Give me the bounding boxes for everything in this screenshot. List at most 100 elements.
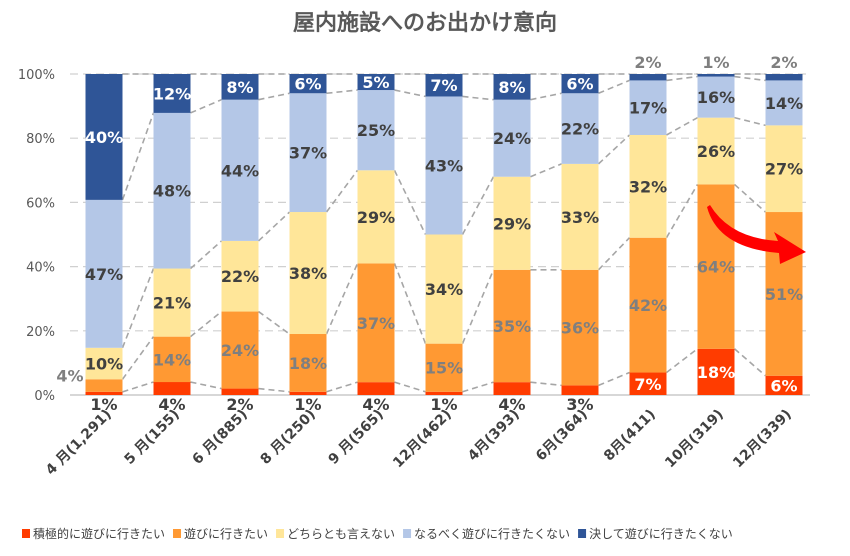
bar-segment bbox=[629, 372, 667, 395]
data-label: 24% bbox=[493, 129, 531, 148]
legend-label: どちらとも言えない bbox=[287, 527, 395, 541]
x-tick-label: 8月(411) bbox=[601, 407, 659, 465]
series-connector-line bbox=[394, 381, 426, 393]
data-label: 32% bbox=[629, 177, 667, 196]
data-label: 51% bbox=[765, 285, 803, 304]
bar-segment bbox=[561, 74, 599, 94]
data-label: 33% bbox=[561, 208, 599, 227]
bar-segment bbox=[765, 375, 803, 395]
y-tick-label: 80% bbox=[26, 132, 55, 147]
bar-segment bbox=[425, 96, 463, 235]
data-label: 10% bbox=[85, 355, 123, 374]
data-label: 3% bbox=[566, 395, 593, 414]
data-label: 4% bbox=[56, 366, 83, 385]
legend-label: 遊びに行きたい bbox=[184, 526, 268, 541]
bar-segment bbox=[629, 237, 667, 373]
data-label: 2% bbox=[634, 53, 661, 72]
bar-segment bbox=[561, 269, 599, 386]
x-tick-label: 9 月(565) bbox=[326, 407, 387, 468]
series-connector-line bbox=[393, 263, 427, 344]
legend-label: 積極的に遊びに行きたい bbox=[33, 526, 165, 541]
bar-segment bbox=[85, 347, 123, 380]
x-tick-label: 4月(393) bbox=[465, 407, 523, 465]
data-label: 42% bbox=[629, 296, 667, 315]
data-label: 22% bbox=[561, 120, 599, 139]
legend-swatch bbox=[276, 529, 285, 538]
data-label: 4% bbox=[362, 395, 389, 414]
bar-segment bbox=[425, 391, 463, 395]
series-connector-line bbox=[598, 79, 630, 94]
series-connector-line bbox=[597, 134, 631, 165]
data-label: 2% bbox=[770, 53, 797, 72]
x-tick-label: 10月(319) bbox=[662, 407, 727, 472]
data-label: 36% bbox=[561, 319, 599, 338]
series-connector-line bbox=[326, 89, 358, 95]
bar-segment bbox=[357, 382, 395, 395]
series-connector-line bbox=[258, 387, 290, 393]
bar-segment bbox=[153, 74, 191, 113]
legend-label: 決して遊びに行きたくない bbox=[589, 526, 733, 541]
bar-segment bbox=[493, 269, 531, 383]
data-label: 34% bbox=[425, 280, 463, 299]
bar-segment bbox=[629, 134, 667, 238]
data-label: 5% bbox=[362, 73, 389, 92]
bar-segment bbox=[561, 385, 599, 395]
y-tick-label: 0% bbox=[34, 389, 55, 404]
series-connector-line bbox=[666, 348, 698, 374]
bar-segment bbox=[289, 334, 327, 392]
series-connector-line bbox=[734, 75, 766, 82]
bar-segment bbox=[221, 388, 259, 395]
chart-title: 屋内施設へのお出かけ意向 bbox=[293, 10, 557, 36]
data-label: 37% bbox=[289, 144, 327, 163]
bar-segment bbox=[425, 234, 463, 344]
legend-swatch bbox=[22, 529, 30, 538]
bar-segment bbox=[697, 74, 735, 77]
data-label: 38% bbox=[289, 264, 327, 283]
series-connector-line bbox=[733, 348, 767, 377]
data-label: 29% bbox=[357, 208, 395, 227]
bar-segment bbox=[629, 74, 667, 81]
data-label: 1% bbox=[294, 395, 321, 414]
red-arrow-annotation bbox=[707, 205, 806, 264]
series-connector-line bbox=[189, 310, 223, 338]
data-label: 8% bbox=[498, 78, 525, 97]
bar-segment bbox=[697, 76, 735, 118]
bar-segment bbox=[289, 391, 327, 395]
y-tick-label: 100% bbox=[18, 68, 55, 83]
data-label: 40% bbox=[85, 128, 123, 147]
bar-segment bbox=[697, 348, 735, 395]
bar-segment bbox=[425, 343, 463, 392]
bar-segment bbox=[561, 93, 599, 164]
data-label: 26% bbox=[697, 142, 735, 161]
x-tick-label: 5 月(155) bbox=[122, 407, 183, 468]
series-connector-line bbox=[666, 116, 698, 136]
bar-segment bbox=[425, 74, 463, 97]
data-label: 48% bbox=[153, 182, 191, 201]
series-connector-line bbox=[461, 269, 495, 344]
data-label: 2% bbox=[226, 395, 253, 414]
series-connector-line bbox=[530, 381, 562, 387]
bar-segment bbox=[765, 80, 803, 126]
series-connector-line bbox=[122, 381, 154, 393]
y-tick-label: 40% bbox=[26, 261, 55, 276]
series-connector-line bbox=[325, 263, 359, 335]
series-connector-line bbox=[394, 89, 426, 98]
bar-segment bbox=[221, 74, 259, 100]
data-label: 44% bbox=[221, 161, 259, 180]
bar-segment bbox=[85, 199, 123, 348]
bar-segment bbox=[85, 391, 123, 395]
bar-segment bbox=[289, 212, 327, 335]
data-label: 24% bbox=[221, 341, 259, 360]
bar-segment bbox=[221, 311, 259, 389]
bar-segment bbox=[153, 112, 191, 269]
series-connector-line bbox=[257, 211, 291, 242]
data-label: 6% bbox=[566, 75, 593, 94]
data-label: 64% bbox=[697, 258, 735, 277]
series-connector-line bbox=[393, 169, 427, 235]
series-connector-line bbox=[666, 75, 698, 82]
series-connector-line bbox=[121, 336, 155, 380]
data-label: 6% bbox=[294, 75, 321, 94]
series-connector-line bbox=[665, 184, 699, 239]
legend-label: なるべく遊びに行きたくない bbox=[414, 526, 570, 541]
